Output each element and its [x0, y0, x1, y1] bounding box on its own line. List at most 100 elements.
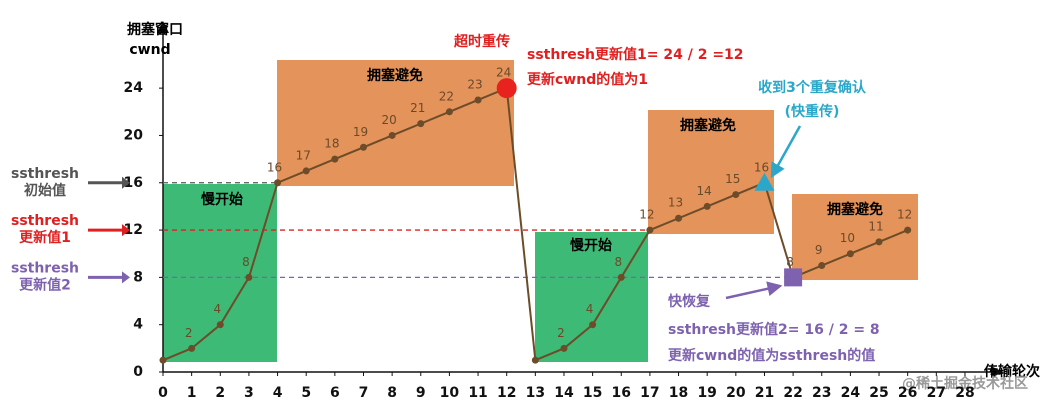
region-label: 慢开始 [570, 237, 612, 254]
point-label: 23 [467, 77, 482, 91]
x-tick-label: 3 [244, 385, 254, 401]
x-tick-label: 0 [158, 385, 168, 401]
x-tick-label: 13 [526, 385, 545, 401]
x-axis-label: 传输轮次 [983, 363, 1040, 380]
x-tick-label: 20 [726, 385, 746, 401]
arrow [770, 125, 802, 179]
region-box [163, 184, 277, 362]
x-tick-label: 5 [301, 385, 311, 401]
x-tick-label: 10 [440, 385, 460, 401]
region-box [535, 232, 648, 362]
threshold-arrowhead [122, 176, 130, 189]
point-label: 8 [242, 255, 250, 269]
annotation: ssthresh更新值2= 16 / 2 = 8 [668, 321, 880, 338]
point-label: 12 [639, 208, 654, 222]
x-tick-label: 19 [697, 385, 716, 401]
x-tick-label: 26 [898, 385, 917, 401]
point [274, 179, 282, 187]
threshold-label: ssthresh [11, 166, 79, 182]
x-tick-label: 21 [755, 385, 774, 401]
point-label: 14 [697, 184, 712, 198]
region-box [648, 110, 774, 234]
y-tick-label: 12 [124, 222, 143, 238]
point [646, 226, 654, 234]
point [818, 262, 826, 270]
regions: 慢开始 拥塞避免 慢开始 拥塞避免 拥塞避免 [163, 60, 918, 362]
region-box [792, 194, 918, 280]
point-label: 15 [725, 172, 740, 186]
point-label: 18 [324, 137, 339, 151]
x-tick-label: 12 [497, 385, 516, 401]
x-tick-label: 4 [273, 385, 283, 401]
annotation: 收到3个重复确认 [758, 79, 867, 96]
x-tick-label: 17 [640, 385, 659, 401]
point [846, 250, 854, 258]
point [359, 143, 367, 151]
point-label: 12 [897, 208, 912, 222]
x-tick-label: 22 [783, 385, 802, 401]
point-label: 8 [786, 255, 794, 269]
point [388, 131, 396, 139]
point [445, 108, 453, 116]
x-tick-label: 14 [554, 385, 574, 401]
threshold-arrowhead [122, 271, 130, 284]
point [703, 202, 711, 210]
point [732, 191, 740, 199]
region-label: 慢开始 [201, 191, 243, 208]
y-tick-label: 0 [133, 364, 143, 380]
timeout-marker [496, 78, 517, 99]
point [216, 321, 224, 329]
point-label: 17 [296, 148, 311, 162]
point-label: 4 [213, 302, 221, 316]
dupack-marker [754, 172, 775, 191]
x-tick-label: 1 [187, 385, 197, 401]
annotation: 更新cwnd的值为ssthresh的值 [668, 347, 875, 364]
threshold-label: 初始值 [24, 182, 66, 199]
y-tick-label: 16 [124, 175, 143, 191]
point-label: 10 [840, 231, 855, 245]
x-tick-label: 24 [841, 385, 861, 401]
point [302, 167, 310, 175]
annotation: 超时重传 [453, 33, 510, 50]
region-label: 拥塞避免 [367, 67, 423, 84]
x-tick-label: 11 [468, 385, 487, 401]
x-tick-label: 6 [330, 385, 340, 401]
threshold-label: ssthresh [11, 260, 79, 276]
y-axis-label: cwnd [129, 42, 170, 58]
annotation: ssthresh更新值1= 24 / 2 =12 [527, 46, 744, 63]
x-tick-label: 2 [215, 385, 225, 401]
point-label: 16 [267, 160, 282, 174]
point-label: 2 [557, 326, 565, 340]
point [875, 238, 883, 246]
x-tick-label: 25 [869, 385, 888, 401]
y-tick-label: 8 [133, 269, 143, 285]
annotation: (快重传) [785, 103, 840, 120]
point-label: 13 [668, 196, 683, 210]
point-label: 11 [868, 219, 883, 233]
point [417, 120, 425, 128]
y-tick-label: 20 [124, 127, 144, 143]
x-tick-label: 16 [612, 385, 631, 401]
threshold-label: ssthresh [11, 213, 79, 229]
recovery-marker [784, 268, 803, 287]
x-tick-label: 27 [927, 385, 946, 401]
point [159, 356, 167, 364]
point [331, 155, 339, 163]
point-label: 9 [815, 243, 823, 257]
point [560, 344, 568, 352]
y-tick-label: 24 [124, 80, 144, 96]
threshold-arrowhead [122, 224, 130, 237]
point [188, 344, 196, 352]
point [675, 214, 683, 222]
point-label: 20 [381, 113, 396, 127]
point-label: 4 [586, 302, 594, 316]
point [617, 273, 625, 281]
point [531, 356, 539, 364]
point-label: 22 [439, 89, 454, 103]
point [589, 321, 597, 329]
threshold-label: 更新值2 [19, 276, 71, 293]
point-label: 19 [353, 125, 368, 139]
annotation: 快恢复 [668, 293, 711, 310]
point-label: 2 [185, 326, 193, 340]
arrow [725, 281, 783, 300]
